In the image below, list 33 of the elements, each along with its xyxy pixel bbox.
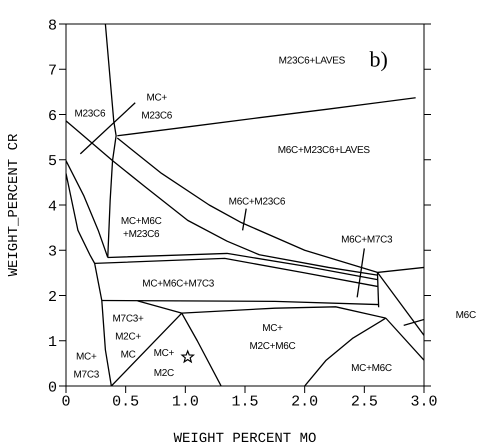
- y-tick-label: 7: [48, 62, 57, 80]
- annotation: b): [369, 46, 388, 72]
- annotation: MC+ M2C+M6C: [249, 323, 296, 352]
- annotation: M6C+M23C6: [228, 196, 286, 208]
- annotation: M7C3+ M2C+ MC: [112, 313, 144, 360]
- x-axis-title: WEIGHT PERCENT MO: [174, 431, 316, 446]
- annotation: MC+ M23C6: [141, 92, 173, 122]
- y-axis-title: WEIGHT_PERCENT CR: [6, 132, 22, 276]
- annotation: M23C6+LAVES: [278, 55, 346, 66]
- y-tick-label: 0: [48, 379, 57, 396]
- annotation: MC+M6C: [351, 362, 392, 374]
- y-tick-label: 2: [48, 288, 57, 306]
- x-tick-label: 0: [61, 394, 71, 411]
- y-tick-label: 5: [48, 153, 57, 170]
- annotation: MC+ M7C3: [74, 351, 100, 380]
- x-tick-label: 3.0: [410, 394, 438, 411]
- y-tick-label: 4: [48, 198, 57, 216]
- annotation: MC+M6C+M7C3: [142, 278, 215, 290]
- annotation: MC+ M2C: [154, 348, 175, 380]
- y-tick-label: 3: [48, 244, 57, 261]
- y-tick-label: 8: [48, 17, 57, 34]
- annotation: M6C+M23C6+LAVES: [278, 144, 370, 156]
- annotation: M23C6: [74, 108, 106, 120]
- x-tick-label: 0.5: [112, 394, 140, 411]
- annotation: M6C+M7C3: [341, 234, 394, 246]
- text: M6C: [456, 310, 476, 322]
- x-tick-label: 2.0: [291, 394, 318, 411]
- y-tick-label: 1: [48, 334, 57, 352]
- x-tick-label: 1.0: [172, 394, 199, 411]
- x-tick-label: 1.5: [231, 394, 259, 411]
- x-tick-label: 2.5: [350, 394, 378, 411]
- annotation: MC+M6C +M23C6: [120, 216, 162, 240]
- y-tick-label: 6: [48, 108, 57, 125]
